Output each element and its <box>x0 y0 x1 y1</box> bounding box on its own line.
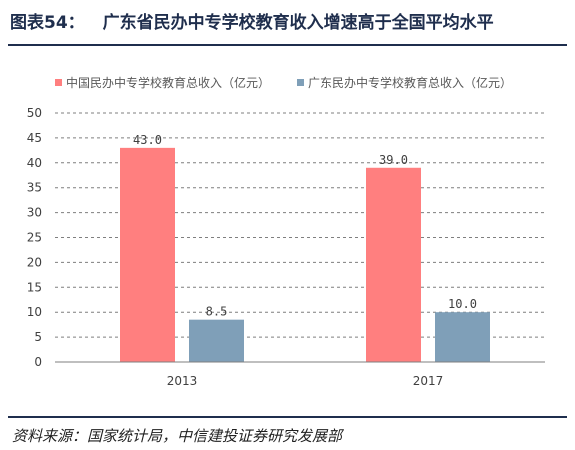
data-label-2017-series-2: 10.0 <box>448 297 477 311</box>
data-label-2013-series-1: 43.0 <box>133 133 162 147</box>
top-rule <box>8 44 567 46</box>
bar-2013-series-1 <box>120 147 175 362</box>
bar-2017-series-1 <box>366 167 421 362</box>
chart-title: 广东省民办中专学校教育收入增速高于全国平均水平 <box>102 13 494 33</box>
data-label-2017-series-1: 39.0 <box>379 153 408 167</box>
y-tick-label: 50 <box>27 106 42 120</box>
figure-label: 图表54： <box>10 13 85 33</box>
data-labels: 43.0 8.5 39.0 10.0 <box>133 133 477 319</box>
bars <box>120 147 490 362</box>
bar-2013-series-2 <box>189 319 244 362</box>
legend-label-1: 中国民办中专学校教育总收入（亿元） <box>66 75 270 90</box>
y-tick-label: 0 <box>34 355 42 369</box>
y-tick-label: 5 <box>34 330 42 344</box>
x-axis: 2013 2017 <box>55 361 545 388</box>
legend-swatch-1 <box>55 79 62 86</box>
y-tick-label: 15 <box>27 280 42 294</box>
bar-2017-series-2 <box>435 312 490 362</box>
y-axis: 0 5 10 15 20 25 30 35 40 45 50 <box>27 106 42 369</box>
y-tick-label: 20 <box>27 255 42 269</box>
y-tick-label: 30 <box>27 206 42 220</box>
x-tick-label-2017: 2017 <box>413 374 444 388</box>
bottom-rule <box>8 416 567 418</box>
y-tick-label: 40 <box>27 156 42 170</box>
y-tick-label: 45 <box>27 131 42 145</box>
figure-title: 图表54： 广东省民办中专学校教育收入增速高于全国平均水平 <box>10 8 565 33</box>
y-tick-label: 10 <box>27 305 42 319</box>
legend-label-2: 广东民办中专学校教育总收入（亿元） <box>308 75 512 90</box>
legend: 中国民办中专学校教育总收入（亿元） 广东民办中专学校教育总收入（亿元） <box>55 75 512 90</box>
x-tick-label-2013: 2013 <box>167 374 198 388</box>
y-tick-label: 25 <box>27 231 42 245</box>
y-tick-label: 35 <box>27 181 42 195</box>
legend-swatch-2 <box>297 79 304 86</box>
source-note: 资料来源：国家统计局，中信建投证券研究发展部 <box>12 427 343 445</box>
data-label-2013-series-2: 8.5 <box>206 305 228 319</box>
